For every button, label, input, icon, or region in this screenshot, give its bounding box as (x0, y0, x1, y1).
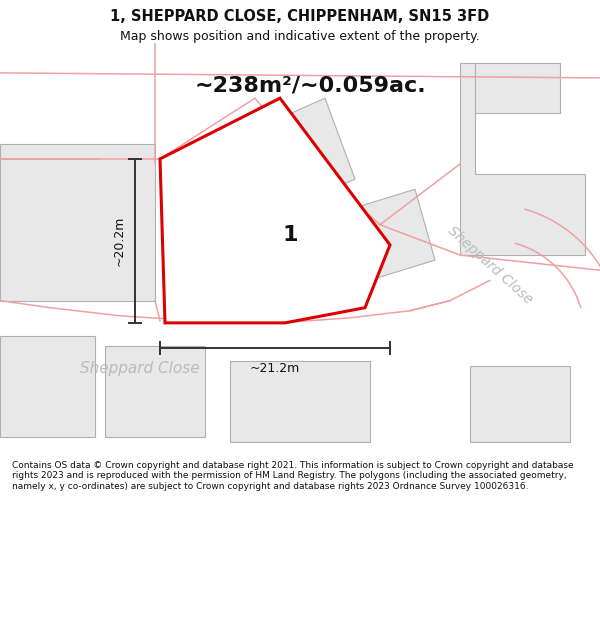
Text: Contains OS data © Crown copyright and database right 2021. This information is : Contains OS data © Crown copyright and d… (12, 461, 574, 491)
Text: ~20.2m: ~20.2m (113, 216, 125, 266)
Text: Sheppard Close: Sheppard Close (80, 361, 200, 376)
Text: 1, SHEPPARD CLOSE, CHIPPENHAM, SN15 3FD: 1, SHEPPARD CLOSE, CHIPPENHAM, SN15 3FD (110, 9, 490, 24)
Text: 1: 1 (282, 225, 298, 245)
Polygon shape (460, 62, 585, 255)
Polygon shape (475, 62, 560, 113)
Polygon shape (0, 144, 155, 301)
Polygon shape (470, 366, 570, 442)
Text: ~21.2m: ~21.2m (250, 362, 300, 375)
Polygon shape (160, 98, 390, 323)
Text: Map shows position and indicative extent of the property.: Map shows position and indicative extent… (120, 30, 480, 42)
Text: Sheppard Close: Sheppard Close (445, 224, 535, 307)
Polygon shape (300, 189, 435, 296)
Polygon shape (230, 361, 370, 442)
Polygon shape (245, 98, 355, 214)
Polygon shape (0, 336, 95, 437)
Polygon shape (105, 346, 205, 438)
Text: ~238m²/~0.059ac.: ~238m²/~0.059ac. (195, 75, 427, 95)
